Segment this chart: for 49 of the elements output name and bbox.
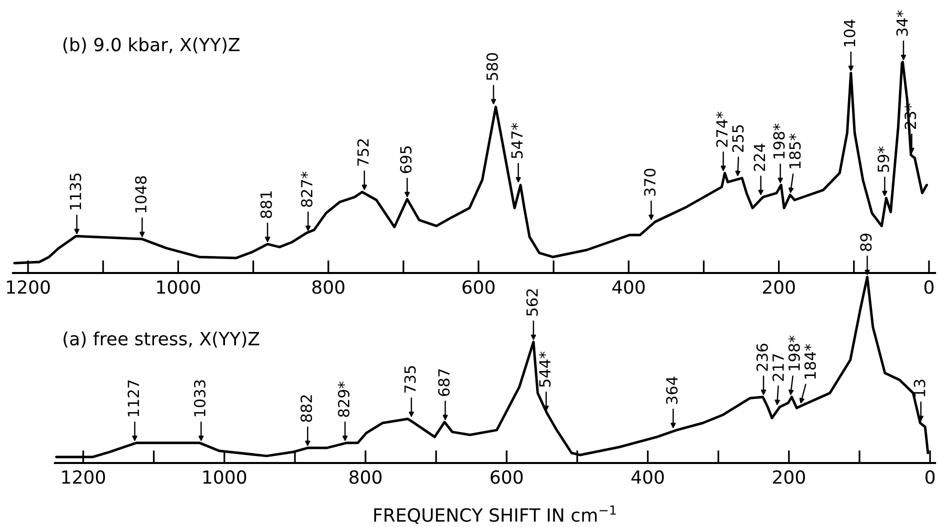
annotation: 34*: [896, 10, 908, 36]
annotation: 198*: [773, 124, 785, 158]
annotation: 217: [772, 354, 784, 381]
text: (a) free stress, X(YY)Z: [64, 332, 260, 348]
annotation: 1033: [194, 380, 206, 416]
annotation: 881: [260, 191, 272, 218]
x-tick-label: 1000: [203, 470, 246, 484]
x-axis-title: FREQUENCY SHIFT IN cm$^{−1}$: [374, 505, 616, 524]
x-tick-label: 400: [612, 280, 645, 294]
x-tick-label: 800: [350, 470, 382, 484]
x-tick-label: 600: [462, 280, 495, 294]
annotation: 274*: [716, 112, 728, 147]
annotation: 364: [666, 376, 678, 404]
annotation: 255: [732, 125, 744, 152]
annotation: 1135: [70, 174, 82, 210]
annotation: 882: [300, 395, 312, 422]
annotation: 89: [860, 234, 872, 251]
x-tick-label: 600: [490, 470, 523, 484]
x-tick-label: 0: [924, 280, 934, 294]
x-tick-label: 0: [926, 470, 935, 484]
annotation: 13: [914, 380, 926, 396]
annotation: 735: [404, 366, 416, 393]
annotation: 1127: [128, 380, 139, 416]
annotation: 224: [754, 144, 766, 171]
annotation: 752: [357, 139, 369, 166]
annotation: 687: [438, 369, 450, 396]
annotation: 185*: [789, 134, 801, 168]
x-tick-label: 200: [773, 470, 805, 484]
annotation: 562: [526, 289, 538, 316]
annotation: 184*: [804, 344, 816, 379]
chart-title: (b) 9.0 kbar, X(YY)Z: [63, 37, 240, 54]
x-tick-label: 1200: [7, 280, 50, 294]
x-tick-label: 400: [631, 470, 664, 484]
annotation: 544*: [539, 352, 551, 387]
annotation: 829*: [338, 382, 350, 417]
annotation: 827*: [300, 172, 313, 207]
annotation: 104: [844, 20, 856, 46]
x-tick-label: 200: [762, 280, 795, 294]
x-tick-label: 1200: [62, 470, 106, 484]
annotation: 236: [756, 344, 768, 371]
annotation: 198*: [788, 336, 800, 370]
annotation: 370: [644, 168, 656, 196]
annotation: 1048: [135, 176, 147, 212]
annotation: 580: [486, 53, 498, 80]
x-tick-label: 1000: [157, 280, 200, 294]
annotation: 547*: [511, 123, 523, 158]
annotation: 59*: [878, 146, 890, 172]
annotation: 695: [400, 146, 412, 174]
x-tick-label: 800: [312, 280, 344, 294]
